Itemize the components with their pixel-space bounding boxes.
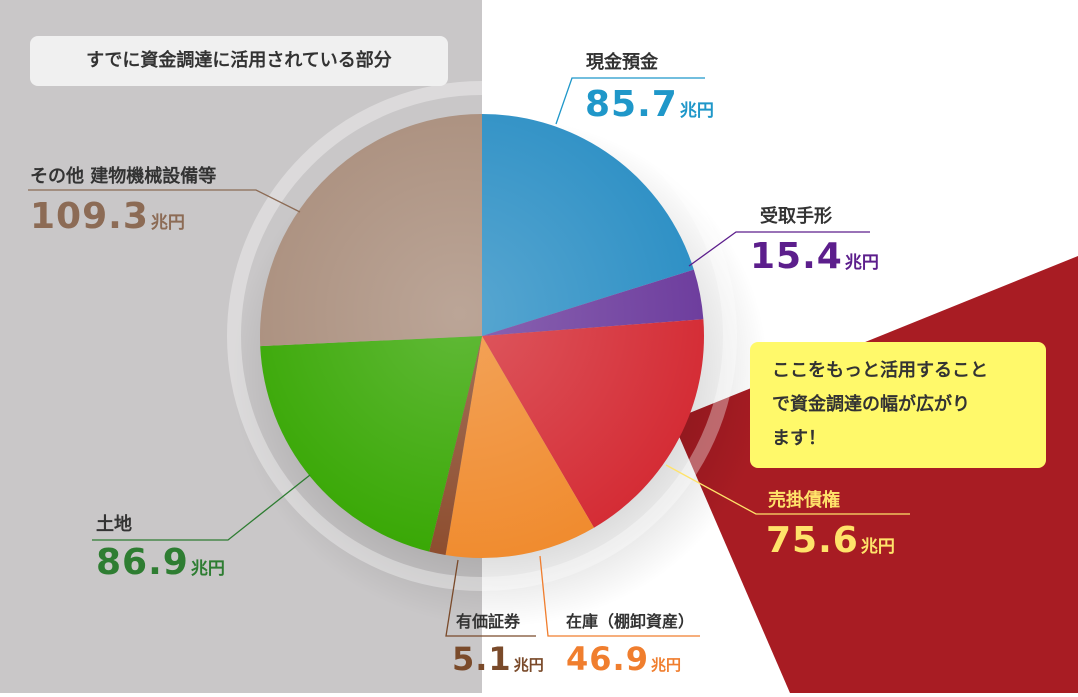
callout-box: ここをもっと活用すること で資金調達の幅が広がり ます！ (750, 342, 1046, 468)
leader-cash (555, 77, 705, 125)
label-notes-value-group: 15.4 兆円 (750, 236, 879, 277)
unit-label: 兆円 (190, 559, 225, 579)
leader-notes (688, 231, 870, 267)
label-cash-value-group: 85.7 兆円 (585, 84, 714, 125)
label-other-value: 109.3 (30, 196, 149, 237)
leader-securities (445, 559, 536, 637)
label-land-value-group: 86.9 兆円 (96, 542, 225, 583)
label-inventory-value: 46.9 (566, 640, 649, 678)
unit-label: 兆円 (844, 253, 879, 273)
label-receivables-value: 75.6 (766, 520, 859, 561)
label-securities-value: 5.1 (452, 640, 512, 678)
label-notes-name: 受取手形 (760, 206, 832, 227)
label-receivables-name: 売掛債権 (768, 490, 840, 511)
label-securities-name: 有価証券 (456, 612, 521, 631)
label-land-name: 土地 (96, 514, 132, 535)
callout-line: ここをもっと活用すること (772, 360, 988, 381)
unit-label: 兆円 (150, 213, 185, 233)
leader-other (28, 189, 301, 213)
unit-label: 兆円 (650, 656, 681, 674)
label-notes-value: 15.4 (750, 236, 843, 277)
label-cash-value: 85.7 (585, 84, 678, 125)
label-land-value: 86.9 (96, 542, 189, 583)
label-other-name: その他 建物機械設備等 (30, 166, 217, 187)
label-inventory-name: 在庫（棚卸資産） (566, 612, 695, 631)
leader-inventory (539, 555, 700, 637)
callout-line: ます！ (772, 428, 826, 449)
pie-ring (227, 81, 737, 591)
label-cash-name: 現金預金 (586, 52, 658, 73)
unit-label: 兆円 (860, 537, 895, 557)
label-securities-value-group: 5.1 兆円 (452, 640, 544, 678)
leader-land (92, 474, 311, 541)
label-other-value-group: 109.3 兆円 (30, 196, 185, 237)
label-receivables-value-group: 75.6 兆円 (766, 520, 895, 561)
callout-line: で資金調達の幅が広がり (772, 394, 970, 415)
label-inventory-value-group: 46.9 兆円 (566, 640, 681, 678)
unit-label: 兆円 (513, 656, 544, 674)
unit-label: 兆円 (679, 101, 714, 121)
leader-receivables (665, 464, 910, 515)
note-box: すでに資金調達に活用されている部分 (30, 36, 448, 86)
